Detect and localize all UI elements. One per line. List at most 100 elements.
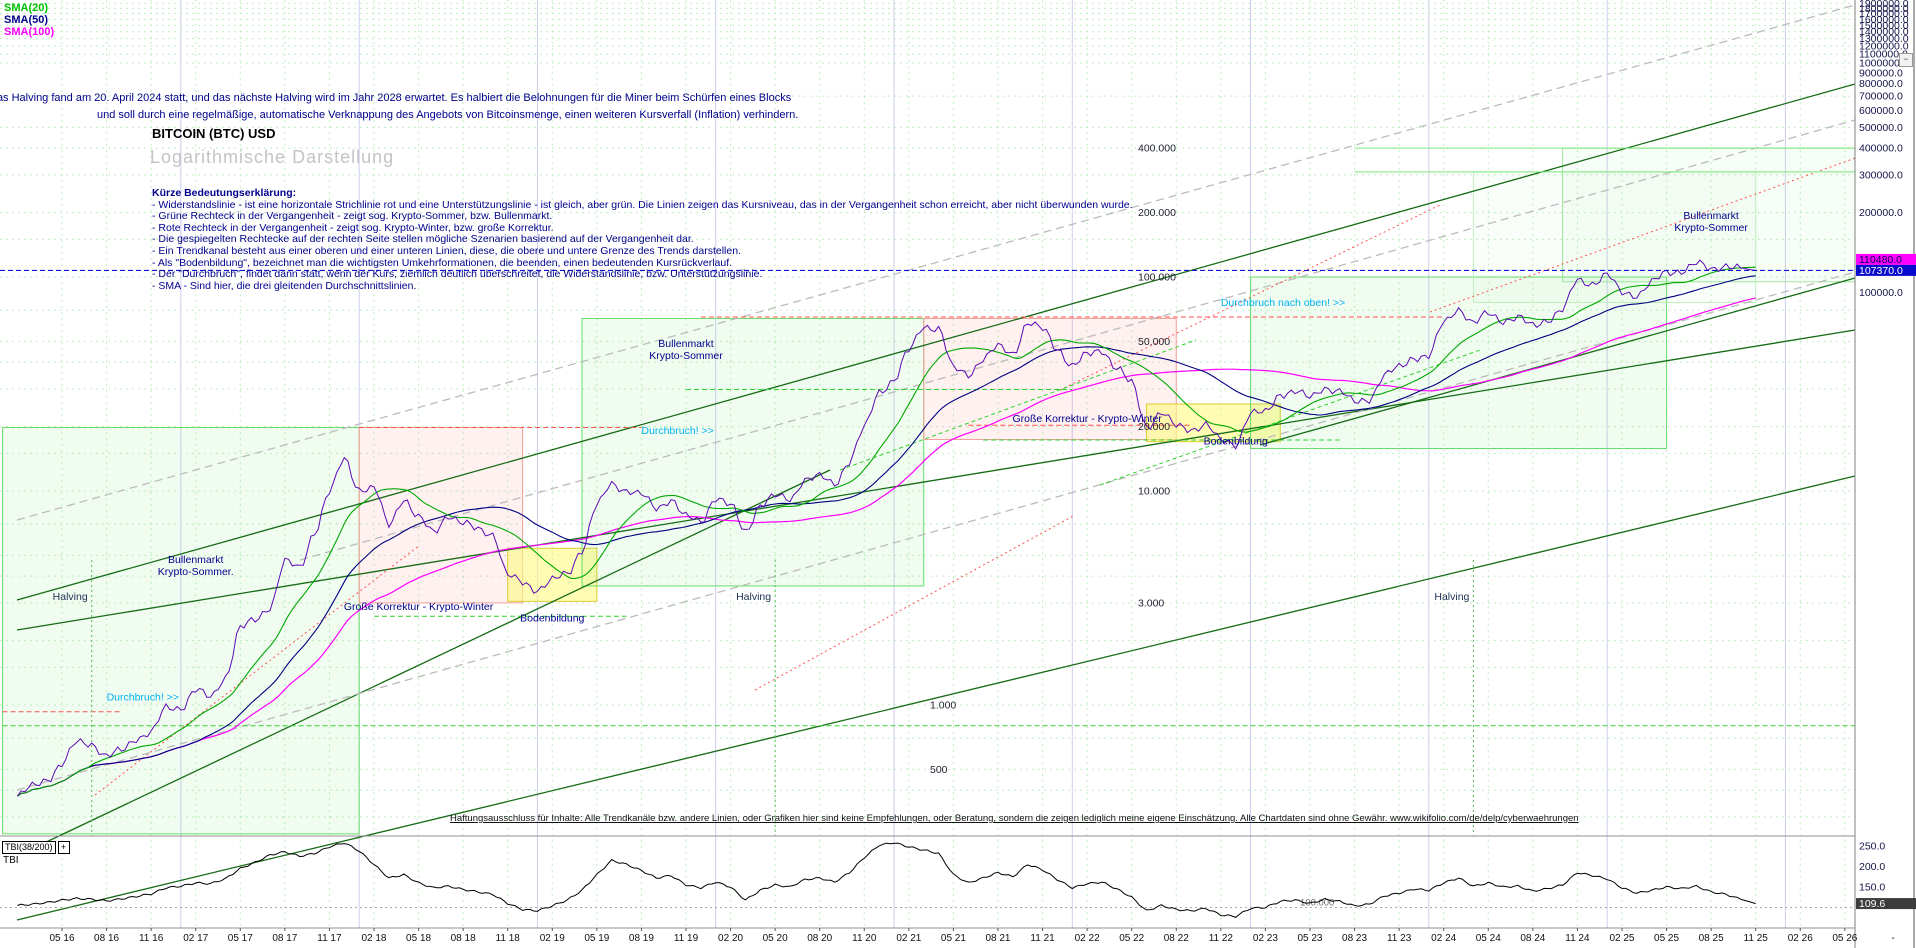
date-axis[interactable]: 05 16 08 16 11 16 02 17 05 17 08 17 11 17 02 18…	[49, 928, 1895, 944]
trendline-red-trend-2017[interactable]	[94, 544, 421, 796]
axis-price-label: 800000.0	[1859, 78, 1903, 90]
explanation-heading: Kürze Bedeutungserklärung:	[152, 187, 297, 199]
tbi-indicator-box[interactable]: TBI(38/200)	[2, 841, 56, 854]
price-scale-label: 20.000	[1138, 421, 1170, 433]
date-label: 05 26	[1832, 933, 1857, 944]
price-axis-right: 1900000.01800000.01700000.01600000.01500…	[1854, 0, 1916, 948]
date-label: 11 20	[852, 933, 877, 944]
watermark: Logarithmische Darstellung	[150, 147, 395, 167]
halving-markers: Halving Halving Halving	[53, 560, 1474, 836]
halving-label: Halving	[53, 591, 88, 603]
sma-value-badge-label: 110480.0	[1859, 254, 1902, 266]
trendline-channel-lower[interactable]	[16, 475, 1856, 921]
rect-boden-2022-23	[1146, 403, 1281, 443]
current-price-badge-label: 107370.0	[1859, 265, 1903, 277]
explanation-line: - SMA - Sind hier, die drei gleitenden D…	[152, 279, 417, 292]
annotation-bullenmarkt-2: Bullenmarkt	[658, 338, 714, 350]
trendline-gray-projection-2[interactable]	[299, 119, 1856, 561]
tbi-axis-label: 250.0	[1859, 841, 1885, 853]
date-label: 02 22	[1075, 933, 1100, 944]
date-label: 08 17	[272, 933, 297, 944]
date-label: 05 17	[228, 933, 253, 944]
legend-sma100[interactable]: SMA(100)	[4, 26, 55, 38]
annotation-bullenmarkt-2: Krypto-Sommer	[649, 350, 723, 362]
date-label: 05 25	[1654, 933, 1679, 944]
date-label: 08 20	[807, 933, 832, 944]
date-label: 02 19	[540, 933, 565, 944]
axis-price-label: 500000.0	[1859, 122, 1903, 134]
annotation-bodenbildung-1: Bodenbildung	[520, 613, 584, 625]
axis-price-label: 1000000.0	[1859, 58, 1909, 70]
date-label: 11 16	[139, 933, 164, 944]
date-label: 05 23	[1297, 933, 1322, 944]
legend-sma50[interactable]: SMA(50)	[4, 14, 49, 26]
annotation-bullenmarkt-1: Krypto-Sommer.	[158, 566, 234, 578]
halving-label: Halving	[736, 591, 771, 603]
explanation-line: - Grüne Rechteck in der Vergangenheit - …	[152, 210, 553, 223]
disclaimer: Haftungsausschluss für Inhalte: Alle Tre…	[450, 813, 1579, 824]
annotation-bullenmarkt-1: Bullenmarkt	[168, 554, 224, 566]
date-label: 11 22	[1209, 933, 1234, 944]
current-price-badge	[1856, 264, 1916, 276]
page-title: BITCOIN (BTC) USD	[152, 126, 276, 141]
tbi-value-badge	[1856, 898, 1916, 910]
sma20-line	[17, 266, 1756, 797]
trendline-green-trend-2022[interactable]	[1099, 349, 1481, 486]
price-scale-label: 10.000	[1138, 486, 1170, 498]
tbi-value-badge-label: 109.6	[1859, 898, 1885, 910]
date-label: 05 16	[49, 933, 74, 944]
axis-price-label: 1600000.0	[1859, 14, 1909, 26]
date-label: 11 18	[496, 933, 521, 944]
date-label: 05 21	[941, 933, 966, 944]
trendline-gray-projection-3[interactable]	[16, 271, 1856, 791]
date-axis-end: -	[1891, 933, 1894, 944]
explanation-line: - Rote Rechteck in der Vergangenheit - z…	[152, 221, 554, 234]
annotation-bullenmarkt-3: Bullenmarkt	[1683, 210, 1739, 222]
annotation-durchbruch-1: Durchbruch! >>	[107, 691, 179, 703]
trendline-red-trend-2023[interactable]	[1059, 204, 1441, 391]
trendline-red-trend-2025[interactable]	[1429, 135, 1916, 313]
tbi-expand-button[interactable]: +	[57, 841, 70, 854]
price-scale-label: 100.000	[1138, 272, 1176, 284]
date-label: 11 24	[1565, 933, 1590, 944]
annotation-grosse-korrektur-1: Große Korrektur - Krypto-Winter	[344, 601, 494, 613]
axis-price-label: 1700000.0	[1859, 8, 1909, 20]
trendline-steep-2016-channel[interactable]	[39, 469, 831, 846]
price-scale-label: 1.000	[930, 700, 956, 712]
rect-bull-2016-2018	[2, 427, 360, 835]
date-label: 02 20	[718, 933, 743, 944]
axis-price-label: 1300000.0	[1859, 33, 1909, 45]
tbi-panel[interactable]: 100.000 250.0 200.0 150.0 109.6	[0, 841, 1916, 918]
axis-price-label: 300000.0	[1859, 169, 1903, 181]
price-scale-label: 50.000	[1138, 336, 1170, 348]
date-label: 08 23	[1342, 933, 1367, 944]
trendline-green-trend-2020[interactable]	[839, 339, 1197, 471]
explanation-line: - Widerstandslinie - ist eine horizontal…	[152, 198, 1133, 211]
annotation-bodenbildung-2: Bodenbildung	[1204, 435, 1268, 447]
sma100-line	[17, 297, 1756, 797]
rect-projection-1	[1562, 147, 1856, 283]
date-label: 08 22	[1164, 933, 1189, 944]
axis-price-label: 1500000.0	[1859, 20, 1909, 32]
date-label: 05 19	[584, 933, 609, 944]
date-label: 05 18	[406, 933, 431, 944]
rect-winter-2021-22	[923, 317, 1177, 441]
sma-value-badge	[1856, 253, 1916, 265]
trendline-red-trend-2020[interactable]	[754, 514, 1076, 691]
legend: SMA(20) SMA(50) SMA(100)	[4, 2, 54, 38]
legend-sma20[interactable]: SMA(20)	[4, 2, 49, 14]
trendline-channel-mid[interactable]	[16, 329, 1856, 631]
date-label: 05 22	[1119, 933, 1144, 944]
window-minimize-button[interactable]: −	[1899, 53, 1913, 67]
trendline-channel-upper[interactable]	[16, 83, 1856, 601]
date-label: 02 23	[1253, 933, 1278, 944]
trendline-steep-2024-channel[interactable]	[1259, 277, 1856, 446]
price-plot[interactable]	[16, 259, 1756, 797]
trendline-gray-projection-1[interactable]	[16, 4, 1856, 521]
price-scale-label: 500	[930, 764, 948, 776]
axis-price-label: 200000.0	[1859, 207, 1903, 219]
price-scale-label: 400.000	[1138, 143, 1176, 155]
rect-winter-2018	[358, 427, 524, 604]
